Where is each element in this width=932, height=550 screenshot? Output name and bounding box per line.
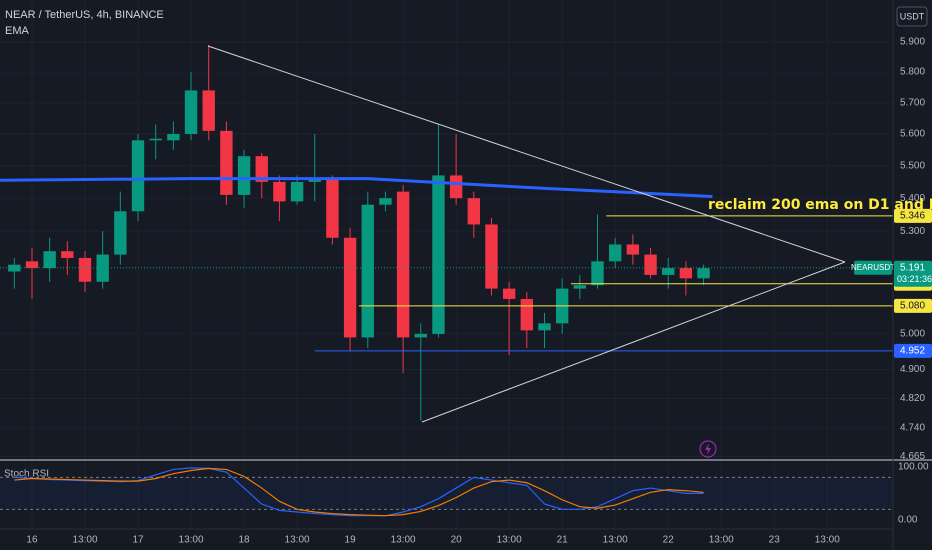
- x-tick-label: 19: [345, 535, 357, 546]
- candle-body: [485, 224, 498, 289]
- y-tick-label: 5.800: [900, 67, 925, 78]
- symbol-label: NEARUSDT: [851, 263, 895, 272]
- candle-body: [184, 90, 198, 134]
- x-tick-label: 13:00: [285, 535, 310, 546]
- y-tick-label: 5.500: [900, 160, 925, 171]
- candle-body: [432, 175, 445, 334]
- candle-body: [202, 90, 215, 131]
- candle-body: [414, 333, 427, 338]
- trendline: [207, 45, 846, 263]
- y-tick-label: 5.600: [900, 129, 925, 140]
- candle-body: [591, 261, 604, 286]
- event-icon: [705, 443, 711, 455]
- x-tick-label: 13:00: [391, 535, 416, 546]
- candle-body: [662, 268, 675, 275]
- currency: USDT: [900, 11, 925, 21]
- candle-body: [290, 181, 304, 202]
- x-tick-label: 16: [26, 535, 38, 546]
- candle-body: [379, 198, 392, 205]
- x-tick-label: 13:00: [72, 535, 97, 546]
- candle-body: [255, 156, 268, 182]
- symbol-tag: [854, 260, 892, 275]
- candle-body: [609, 244, 622, 262]
- x-tick-label: 13:00: [179, 535, 204, 546]
- last-price-label: 5.191: [900, 262, 925, 273]
- candle-body: [237, 156, 251, 195]
- x-tick-label: 23: [769, 535, 781, 546]
- y-tick-label: 5.400: [900, 193, 925, 204]
- trendline: [421, 261, 846, 423]
- candle-body: [8, 264, 21, 272]
- candle-body: [573, 285, 587, 289]
- x-tick-label: 13:00: [497, 535, 522, 546]
- candle-body: [326, 178, 339, 238]
- stoch-tick-label: 100.00: [898, 461, 929, 472]
- event-icon[interactable]: [699, 440, 717, 458]
- candle-body: [679, 268, 693, 279]
- y-tick-label: 5.900: [900, 37, 925, 48]
- x-tick-label: 13:00: [603, 535, 628, 546]
- candle-body: [361, 204, 374, 338]
- y-tick-label: 4.740: [900, 423, 925, 434]
- candle-body: [78, 257, 92, 282]
- annotation: reclaim 200 ema on D1 and H4: [708, 197, 932, 213]
- price-tag-label: 5.080: [900, 301, 925, 312]
- x-tick-label: 17: [132, 535, 144, 546]
- x-tick-label: 13:00: [709, 535, 734, 546]
- stoch-title: Stoch RSI: [4, 469, 49, 480]
- price-tag: [894, 298, 932, 313]
- candle-body: [644, 254, 657, 275]
- x-tick-label: 21: [557, 535, 569, 546]
- candle-body: [697, 268, 710, 279]
- price-tag-label: 5.346: [900, 211, 925, 222]
- price-tag: [894, 208, 932, 223]
- candle-body: [396, 191, 410, 338]
- candle-body: [273, 181, 286, 202]
- candle-body: [538, 323, 551, 331]
- last-price-tag: [894, 260, 932, 287]
- currency-box[interactable]: [896, 6, 928, 27]
- candle-body: [25, 261, 39, 269]
- candle-body: [343, 237, 357, 338]
- chart-title: NEAR / TetherUS, 4h, BINANCE: [5, 9, 164, 21]
- indicator-label: EMA: [5, 25, 30, 37]
- countdown: 03:21:36: [897, 274, 932, 284]
- x-tick-label: 22: [663, 535, 675, 546]
- x-tick-label: 18: [238, 535, 250, 546]
- y-tick-label: 4.820: [900, 393, 925, 404]
- candle-body: [220, 130, 233, 195]
- candle-body: [43, 251, 56, 269]
- candle-body: [308, 178, 321, 182]
- price-tag: [894, 343, 932, 358]
- candle-body: [167, 133, 180, 141]
- y-tick-label: 5.700: [900, 97, 925, 108]
- candle-body: [626, 244, 640, 255]
- y-tick-label: 5.300: [900, 226, 925, 237]
- y-tick-label: 5.000: [900, 329, 925, 340]
- stoch-tick-label: 0.00: [898, 515, 918, 526]
- candle-body: [502, 288, 516, 299]
- candle-body: [114, 211, 127, 255]
- candle-body: [520, 298, 534, 331]
- price-tag-label: 4.952: [900, 346, 925, 357]
- candle-body: [149, 138, 162, 141]
- ema-line: [0, 177, 713, 199]
- y-tick-label: 4.900: [900, 364, 925, 375]
- candle-body: [61, 251, 74, 258]
- x-tick-label: 13:00: [815, 535, 840, 546]
- candle-body: [467, 198, 480, 225]
- candle-body: [131, 140, 145, 212]
- y-tick-label: 4.665: [900, 451, 925, 462]
- candle-body: [449, 175, 463, 199]
- x-tick-label: 20: [451, 535, 463, 546]
- stoch-line: [14, 467, 704, 517]
